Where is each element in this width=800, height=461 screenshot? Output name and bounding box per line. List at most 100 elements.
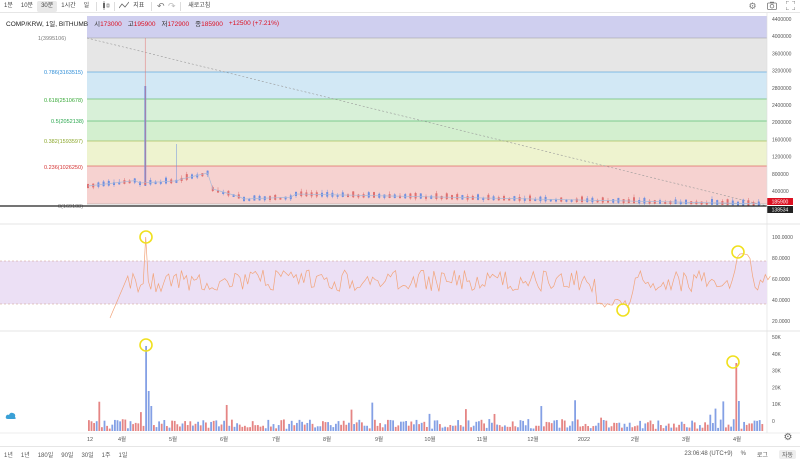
volume-bar [335,423,337,431]
volume-bar [205,422,207,431]
volume-bar [501,426,504,431]
fullscreen-icon[interactable] [785,0,796,12]
reset-button[interactable]: 새로고침 [188,2,211,9]
time-tick: 5월 [169,435,177,443]
volume-tick: 50K [772,335,782,341]
range-1y-alt[interactable]: 1년 [20,452,30,459]
volume-bar [545,421,548,431]
range-1d[interactable]: 1일 [118,452,128,459]
volume-bar [589,428,592,431]
volume-bar [316,426,319,431]
rsi-pane[interactable]: 100.0000 80.0000 60.0000 40.0000 20.0000 [0,230,793,325]
candle [601,197,604,203]
candle-icon[interactable] [100,0,111,12]
interval-1hour[interactable]: 1시간 [61,2,76,9]
volume-pane[interactable]: 50K 40K 30K 20K 10K 0 [88,335,782,431]
price-axis[interactable]: 4400000 4000000 3600000 3200000 2800000 24000… [772,17,792,195]
volume-bar [387,419,389,431]
volume-bar [306,422,309,431]
range-1y[interactable]: 1년 [4,452,13,459]
volume-bar [662,428,665,431]
redo-icon[interactable]: ↷ [167,0,176,11]
candle [617,197,620,203]
volume-bar [475,421,478,431]
volume-bar [433,420,436,431]
chart-canvas[interactable]: 1(3995106) 0.786(3163515) 0.618(2510678)… [0,13,800,445]
log-toggle[interactable]: 로그 [756,452,768,459]
volume-bar [88,420,90,431]
gear-icon[interactable]: ⚙ [748,1,757,11]
range-90d[interactable]: 90일 [61,452,74,459]
volume-tick: 30K [772,369,782,375]
volume-bar [290,420,293,431]
volume-bar [397,425,400,431]
interval-1min[interactable]: 1분 [4,2,13,9]
fib-label-0786: 0.786(3163515) [44,70,83,76]
rsi-band [0,261,767,304]
time-tick: 4월 [118,435,126,443]
camera-icon[interactable] [766,1,777,12]
indicators-button[interactable]: 지표 [133,2,145,9]
volume-bar [647,422,649,431]
highlight-circle [731,245,745,259]
volume-bar [626,426,628,431]
volume-bar [340,424,342,431]
candle [529,195,531,201]
candle [679,201,682,205]
percent-toggle[interactable]: % [740,451,746,457]
volume-bar [712,423,714,431]
auto-toggle[interactable]: 자동 [778,449,796,459]
range-30d[interactable]: 30일 [81,452,94,459]
volume-bar [303,424,306,431]
volume-bar [311,423,314,431]
price-tick: 800000 [772,172,789,178]
volume-bar [376,425,379,431]
gear-icon[interactable]: ⚙ [783,432,793,443]
volume-bar [121,419,124,431]
cloud-icon[interactable] [5,412,17,420]
volume-bar [449,424,452,431]
volume-bar [186,425,189,431]
volume-bar [582,426,584,431]
volume-bar [319,426,322,431]
symbol-name[interactable]: COMP/KRW, 1일, BITHUMB [6,21,89,28]
legend-open: 시173000 [94,21,122,28]
undo-icon[interactable]: ↶ [156,0,165,11]
candle [570,199,573,202]
volume-bar [753,420,756,431]
range-1w[interactable]: 1주 [101,452,111,459]
time-tick: 11월 [477,435,488,443]
volume-bar [119,421,121,431]
fib-retracement[interactable]: 1(3995106) 0.786(3163515) 0.618(2510678)… [38,16,768,210]
interval-day[interactable]: 일 [83,2,90,9]
volume-bar [329,425,332,431]
volume-bar [293,425,296,431]
fib-band-05 [87,121,767,141]
volume-bar [428,413,431,431]
volume-bar [163,420,166,431]
candle [113,182,115,185]
volume-bar [649,420,652,431]
interval-30min[interactable]: 30분 [37,0,58,12]
volume-bar [296,422,298,431]
volume-bar [743,421,745,431]
range-180d[interactable]: 180일 [37,452,54,459]
candle [575,198,578,202]
volume-bar [704,422,706,431]
highlight-circle [139,338,153,352]
volume-bar [194,423,197,431]
interval-10min[interactable]: 10분 [20,2,34,9]
volume-bar [137,423,140,431]
time-axis[interactable]: 12 4월 5월 6월 7월 8월 9월 10월 11월 12월 2022 2월 3월 4월 [87,435,741,443]
volume-bar [706,424,709,431]
volume-bar [348,422,350,431]
volume-bar [114,419,116,431]
volume-bar [532,428,535,431]
time-tick: 7월 [272,435,280,443]
indicators-icon[interactable] [118,1,129,12]
volume-bar [327,422,329,431]
volume-bar [701,427,704,431]
volume-bar [553,420,556,431]
volume-bar [631,427,634,431]
